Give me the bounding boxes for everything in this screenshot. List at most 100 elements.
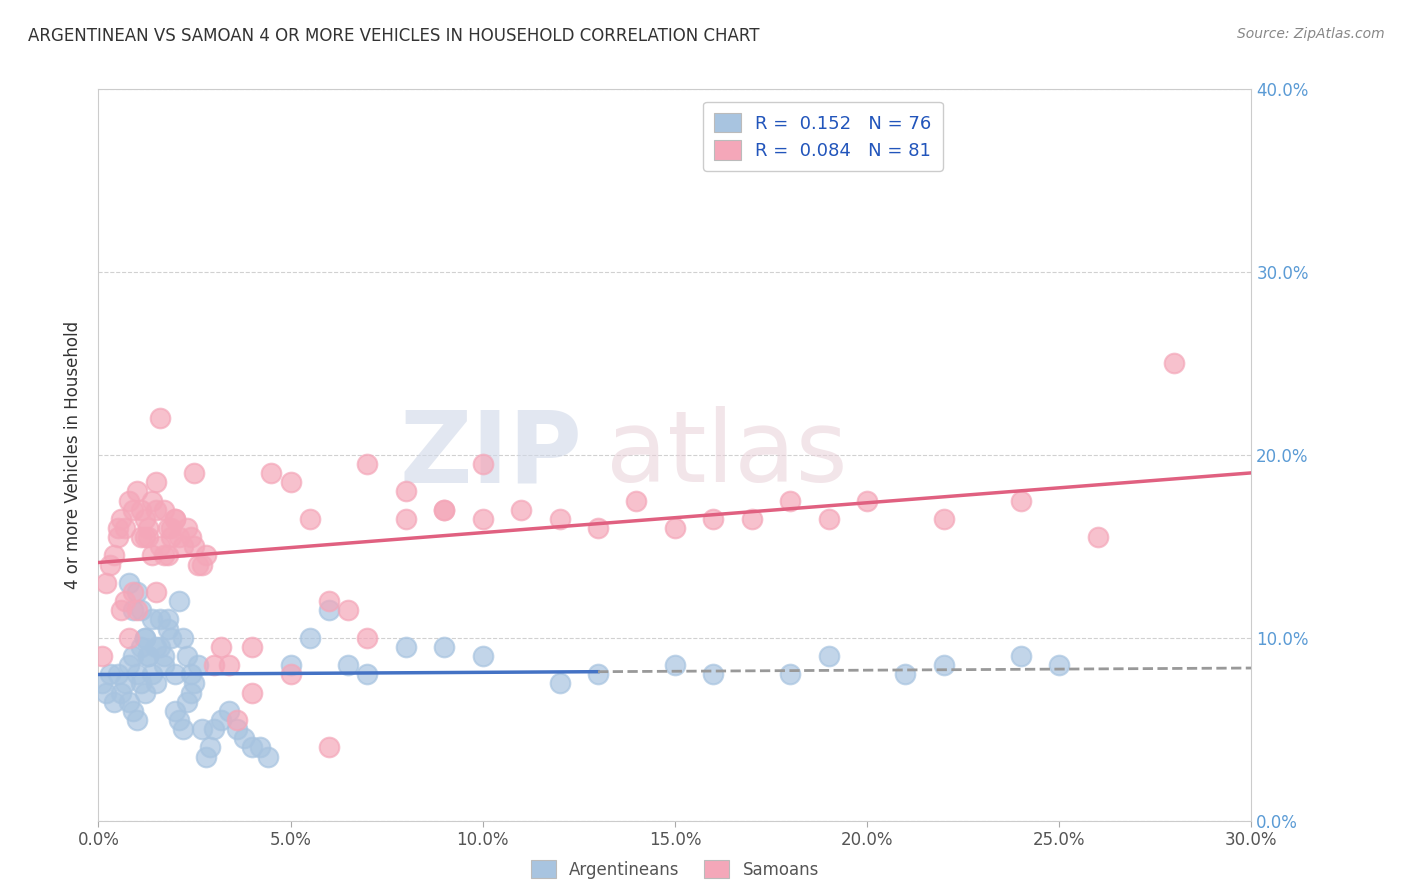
Point (165, 704, 187, 718)
Point (141, 549, 163, 563)
Point (176, 649, 198, 664)
Text: ARGENTINEAN VS SAMOAN 4 OR MORE VEHICLES IN HOUSEHOLD CORRELATION CHART: ARGENTINEAN VS SAMOAN 4 OR MORE VEHICLES… (28, 27, 759, 45)
Point (125, 667, 148, 681)
Point (180, 530, 202, 544)
Point (195, 549, 218, 563)
Point (134, 530, 156, 544)
Point (145, 585, 167, 599)
Point (894, 667, 917, 681)
Point (125, 713, 148, 727)
Point (249, 740, 271, 755)
Point (118, 576, 141, 591)
Point (932, 512, 955, 526)
Point (118, 695, 141, 709)
Point (817, 649, 839, 664)
Legend: Argentineans, Samoans: Argentineans, Samoans (524, 854, 825, 886)
Point (280, 658, 302, 673)
Point (145, 676, 167, 690)
Point (433, 502, 456, 516)
Point (145, 475, 167, 490)
Point (664, 658, 686, 673)
Point (125, 603, 148, 617)
Point (176, 521, 198, 535)
Point (195, 749, 218, 764)
Point (180, 685, 202, 699)
Point (260, 466, 283, 480)
Point (152, 549, 174, 563)
Point (118, 631, 141, 645)
Point (548, 512, 571, 526)
Point (129, 640, 152, 654)
Point (318, 594, 340, 608)
Point (202, 658, 225, 673)
Point (187, 658, 209, 673)
Point (240, 640, 263, 654)
Point (664, 521, 686, 535)
Point (129, 603, 152, 617)
Point (395, 512, 418, 526)
Point (191, 723, 214, 737)
Point (94, 576, 117, 591)
Point (356, 667, 378, 681)
Y-axis label: 4 or more Vehicles in Household: 4 or more Vehicles in Household (65, 321, 83, 589)
Point (114, 676, 136, 690)
Point (149, 640, 172, 654)
Point (167, 594, 190, 608)
Point (98, 667, 121, 681)
Point (172, 631, 194, 645)
Point (149, 411, 172, 425)
Point (141, 493, 163, 508)
Point (395, 640, 418, 654)
Point (240, 740, 263, 755)
Point (172, 539, 194, 553)
Point (356, 457, 378, 471)
Point (122, 502, 145, 516)
Point (298, 512, 321, 526)
Point (152, 649, 174, 664)
Point (233, 731, 256, 746)
Point (134, 631, 156, 645)
Point (167, 530, 190, 544)
Point (98, 558, 121, 572)
Point (94, 685, 117, 699)
Point (433, 640, 456, 654)
Point (156, 549, 179, 563)
Point (91, 649, 114, 664)
Point (280, 475, 302, 490)
Point (741, 512, 763, 526)
Point (107, 530, 129, 544)
Point (510, 502, 533, 516)
Point (138, 649, 160, 664)
Point (176, 695, 198, 709)
Point (225, 713, 247, 727)
Point (110, 603, 132, 617)
Point (165, 512, 187, 526)
Point (134, 631, 156, 645)
Point (134, 685, 156, 699)
Point (779, 493, 801, 508)
Point (160, 631, 183, 645)
Point (702, 512, 724, 526)
Point (103, 549, 125, 563)
Point (586, 521, 609, 535)
Point (586, 667, 609, 681)
Point (187, 558, 209, 572)
Point (626, 493, 648, 508)
Point (218, 658, 240, 673)
Point (167, 713, 190, 727)
Point (129, 530, 152, 544)
Point (138, 521, 160, 535)
Point (1047, 658, 1070, 673)
Point (225, 723, 247, 737)
Point (183, 676, 205, 690)
Point (218, 704, 240, 718)
Point (149, 539, 172, 553)
Point (702, 667, 724, 681)
Point (138, 649, 160, 664)
Point (122, 649, 145, 664)
Point (165, 667, 187, 681)
Point (280, 667, 302, 681)
Point (107, 521, 129, 535)
Point (114, 594, 136, 608)
Point (165, 512, 187, 526)
